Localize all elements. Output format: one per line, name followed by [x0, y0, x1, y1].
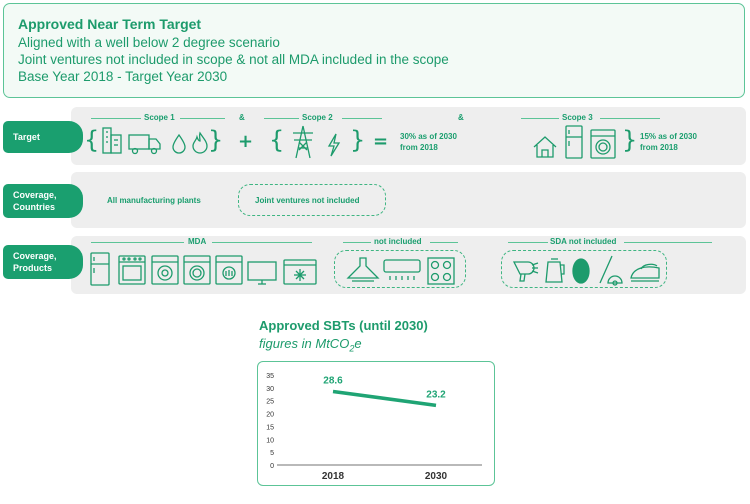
scope2-line-left	[264, 118, 299, 119]
water-drop-icon	[172, 133, 186, 154]
not-included-box	[334, 250, 466, 288]
target-header-box: Approved Near Term Target Aligned with a…	[3, 3, 745, 98]
cooktop-icon	[427, 257, 455, 285]
iron-icon	[630, 263, 660, 282]
plus-sign: +	[238, 131, 254, 152]
freezer-icon	[283, 259, 317, 285]
fridge-icon	[565, 125, 583, 159]
not-included-line-left	[343, 242, 371, 243]
sda-line-right	[624, 242, 712, 243]
scope3-line-right	[600, 118, 660, 119]
products-row-label: Coverage, Products	[3, 245, 83, 279]
data-label: 23.2	[426, 389, 446, 400]
target-row-label: Target	[3, 121, 83, 153]
tv-icon	[247, 261, 277, 285]
countries-row-bg	[71, 172, 746, 228]
scope3-line-left	[521, 118, 559, 119]
countries-excluded-text: Joint ventures not included	[255, 196, 360, 205]
scope1-line-right	[180, 118, 225, 119]
mda-line-right	[212, 242, 312, 243]
ampersand-2: &	[458, 113, 464, 122]
header-title: Approved Near Term Target	[18, 16, 202, 32]
data-label: 28.6	[323, 375, 343, 386]
header-line-3: Base Year 2018 - Target Year 2030	[18, 69, 228, 84]
scope1-brace-close: }	[208, 126, 224, 154]
scope2-line-right	[342, 118, 382, 119]
y-tick-label: 20	[266, 412, 274, 419]
mda-label: MDA	[188, 237, 207, 246]
series-line	[332, 389, 437, 408]
scope2-brace-close: }	[350, 126, 366, 154]
y-tick-label: 25	[266, 399, 274, 406]
flame-icon	[192, 131, 208, 154]
scope2-label: Scope 2	[302, 113, 333, 122]
y-tick-label: 10	[266, 437, 274, 444]
lightning-icon	[327, 133, 341, 157]
y-tick-label: 0	[270, 463, 274, 470]
header-line-2: Joint ventures not included in scope & n…	[18, 52, 449, 67]
scope1-line-left	[91, 118, 141, 119]
fridge-icon	[90, 252, 110, 286]
house-icon	[533, 136, 557, 158]
header-line-1: Aligned with a well below 2 degree scena…	[18, 35, 280, 50]
countries-included-text: All manufacturing plants	[107, 196, 201, 205]
hair-dryer-icon	[512, 261, 539, 282]
sda-line-left	[508, 242, 548, 243]
y-tick-label: 5	[270, 450, 274, 457]
scope3-label: Scope 3	[562, 113, 593, 122]
truck-icon	[128, 134, 161, 155]
target-row-bg	[71, 107, 746, 165]
chart-subtitle: figures in MtCO2e	[259, 336, 362, 354]
scope1-brace-open: {	[84, 126, 100, 154]
scope1-label: Scope 1	[144, 113, 175, 122]
mda-line-left	[91, 242, 184, 243]
y-tick-label: 35	[266, 373, 274, 380]
power-tower-icon	[293, 125, 313, 159]
x-tick-label: 2018	[322, 471, 345, 482]
kettle-icon	[545, 258, 565, 283]
microwave-icon	[151, 255, 179, 285]
scope3-target-text: 15% as of 2030 from 2018	[640, 132, 697, 152]
chart-box	[257, 361, 495, 486]
not-included-line-right	[430, 242, 458, 243]
y-tick-label: 15	[266, 424, 274, 431]
cooker-hood-icon	[346, 257, 380, 282]
y-tick-label: 30	[266, 386, 274, 393]
air-conditioner-icon	[383, 259, 421, 280]
washing-machine-icon	[590, 129, 616, 159]
vacuum-cleaner-icon	[599, 255, 623, 286]
x-tick-label: 2030	[425, 471, 448, 482]
countries-row-label: Coverage, Countries	[3, 184, 83, 218]
not-included-label: not included	[374, 237, 422, 246]
scope2-brace-open: {	[269, 126, 285, 154]
factory-icon	[102, 127, 122, 154]
robot-vacuum-icon	[572, 258, 590, 284]
oven-icon	[118, 255, 146, 285]
countries-excluded-box	[238, 184, 386, 216]
sda-box	[501, 250, 667, 288]
chart-title: Approved SBTs (until 2030)	[259, 318, 428, 333]
equals-sign: =	[373, 131, 389, 152]
line-chart: 0 5 10 15 20 25 30 35 28.6 23.2 2018 2030	[266, 373, 482, 482]
scope12-target-text: 30% as of 2030 from 2018	[400, 132, 457, 152]
ampersand-1: &	[239, 113, 245, 122]
sda-label: SDA not included	[550, 237, 617, 246]
washing-machine-icon	[183, 255, 211, 285]
dishwasher-icon	[215, 255, 243, 285]
scope3-brace-close: }	[622, 126, 638, 154]
